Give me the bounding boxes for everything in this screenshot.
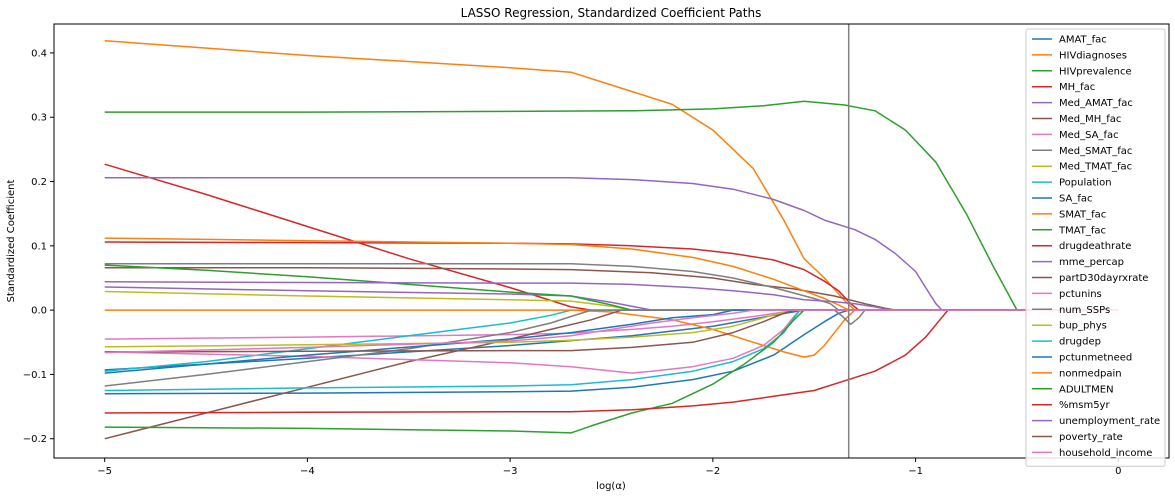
legend-label: ADULTMEN bbox=[1059, 384, 1114, 395]
x-tick-label: 0 bbox=[1115, 466, 1121, 477]
coefficient-paths bbox=[104, 39, 1119, 440]
series-line-household-income bbox=[104, 309, 1119, 354]
y-tick-label: −0.2 bbox=[23, 434, 47, 445]
x-tick-label: −1 bbox=[908, 466, 923, 477]
legend-label: Med_TMAT_fac bbox=[1059, 162, 1132, 173]
series-line-smat-fac bbox=[104, 309, 1119, 358]
legend-label: Med_MH_fac bbox=[1059, 114, 1121, 125]
series-line-hivprevalence bbox=[104, 100, 1119, 311]
legend-label: Med_SMAT_fac bbox=[1059, 146, 1132, 157]
series-line--msm5yr bbox=[104, 309, 1119, 414]
legend-label: AMAT_fac bbox=[1059, 35, 1107, 46]
legend-label: HIVdiagnoses bbox=[1059, 50, 1127, 61]
series-line-med-smat-fac bbox=[104, 263, 1119, 311]
series-line-pctunins bbox=[104, 309, 1119, 374]
series-line-drugdep bbox=[104, 309, 1119, 392]
legend-label: SA_fac bbox=[1059, 194, 1093, 205]
legend-label: TMAT_fac bbox=[1058, 225, 1106, 236]
legend-label: mme_percap bbox=[1059, 257, 1124, 268]
series-line-partd30dayrxrate bbox=[104, 309, 1119, 440]
y-tick-label: 0.4 bbox=[31, 48, 47, 59]
x-axis-title: log(α) bbox=[596, 481, 626, 492]
series-line-tmat-fac bbox=[104, 264, 1119, 311]
plot-frame bbox=[53, 23, 1170, 459]
legend-label: %msm5yr bbox=[1059, 400, 1110, 411]
x-axis-ticks: −5 −4 −3 −2 −1 0 bbox=[97, 466, 1121, 477]
series-line-nonmedpain bbox=[104, 237, 1119, 311]
y-tick-label: 0.3 bbox=[31, 113, 47, 124]
plot-area: −5 −4 −3 −2 −1 0 −0.2 −0.1 0.0 0.1 0.2 0.3 0.4 bbox=[23, 23, 1170, 477]
series-line-pctunmetneed bbox=[104, 309, 1119, 374]
legend-label: partD30dayrxrate bbox=[1059, 273, 1148, 284]
series-line-unemployment-rate bbox=[104, 281, 1119, 311]
x-tick-label: −4 bbox=[300, 466, 315, 477]
legend-label: SMAT_fac bbox=[1059, 209, 1106, 220]
legend-label: unemployment_rate bbox=[1059, 416, 1160, 427]
x-tick-label: −5 bbox=[97, 466, 112, 477]
legend-label: num_SSPs bbox=[1059, 305, 1110, 316]
legend-label: Med_AMAT_fac bbox=[1059, 98, 1133, 109]
legend-items: AMAT_fac HIVdiagnoses HIVprevalence MH_fac M… bbox=[1032, 35, 1160, 459]
series-line-poverty-rate bbox=[104, 309, 1119, 353]
series-line-population bbox=[104, 309, 1119, 372]
legend-label: pctunins bbox=[1059, 289, 1102, 300]
y-tick-label: 0.2 bbox=[31, 177, 47, 188]
legend-label: household_income bbox=[1059, 448, 1152, 459]
legend-label: MH_fac bbox=[1059, 82, 1095, 93]
series-line-adultmen bbox=[104, 309, 1119, 434]
legend-label: bup_phys bbox=[1059, 321, 1107, 332]
legend-label: drugdeathrate bbox=[1059, 241, 1131, 252]
legend: AMAT_fac HIVdiagnoses HIVprevalence MH_fac M… bbox=[1025, 28, 1166, 467]
y-axis-ticks: −0.2 −0.1 0.0 0.1 0.2 0.3 0.4 bbox=[23, 48, 47, 445]
series-line-mme-percap bbox=[104, 176, 1119, 311]
y-axis-title: Standardized Coefficient bbox=[6, 180, 17, 303]
legend-label: poverty_rate bbox=[1059, 432, 1123, 443]
legend-label: HIVprevalence bbox=[1059, 66, 1132, 77]
legend-label: Population bbox=[1059, 178, 1112, 189]
legend-label: drugdep bbox=[1059, 337, 1101, 348]
legend-box bbox=[1025, 28, 1166, 467]
legend-label: pctunmetneed bbox=[1059, 353, 1132, 364]
legend-label: Med_SA_fac bbox=[1059, 130, 1119, 141]
series-line-num-ssps bbox=[104, 309, 1119, 387]
y-tick-label: 0.0 bbox=[31, 306, 47, 317]
y-tick-label: 0.1 bbox=[31, 241, 47, 252]
x-tick-label: −3 bbox=[503, 466, 518, 477]
legend-label: nonmedpain bbox=[1059, 368, 1122, 379]
series-line-hivdiagnoses bbox=[104, 39, 1119, 311]
y-tick-label: −0.1 bbox=[23, 370, 47, 381]
chart-title: LASSO Regression, Standardized Coefficie… bbox=[461, 6, 762, 20]
x-tick-label: −2 bbox=[705, 466, 720, 477]
